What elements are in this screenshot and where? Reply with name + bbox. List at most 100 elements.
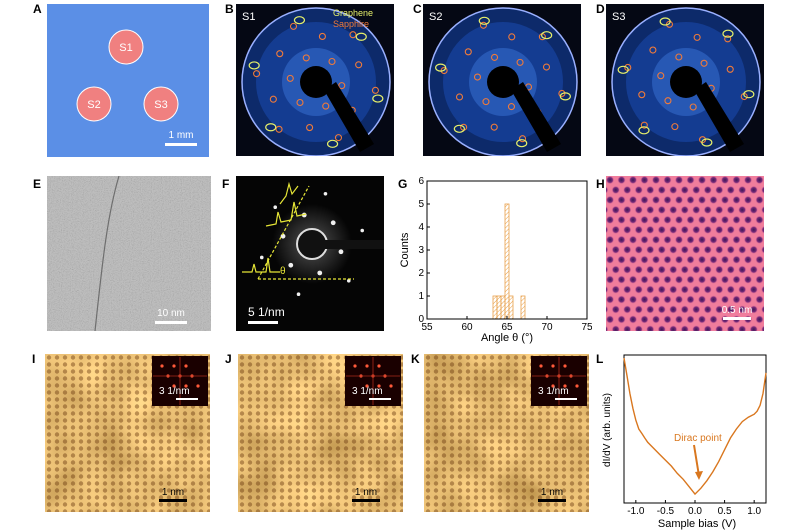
lattice-site [651,295,661,304]
sapphire-spot [671,123,679,131]
sample-s1 [108,29,144,65]
lattice-site [622,245,632,255]
lattice-site [657,245,667,255]
lattice-site [640,235,649,245]
lattice-site [743,215,753,225]
graphene-spot [638,126,650,135]
lattice-site [749,245,759,255]
sapphire-spot [306,124,314,132]
graphene-spot [478,16,490,25]
lattice-site [743,295,753,304]
scale-label-k: 1 nm [541,487,563,498]
lattice-site [697,275,707,284]
lattice-site [645,265,655,274]
graphene-spot [355,32,367,41]
lattice-site [720,295,730,304]
lattice-site [697,195,707,205]
lattice-site [743,235,753,245]
lattice-site [680,225,690,235]
lattice-site [611,265,621,274]
sapphire-spot [355,61,363,69]
panel-label-l: L [596,352,604,366]
sapphire-spot [482,98,490,106]
scale-bar [538,499,566,502]
sapphire-spot [518,135,527,143]
lattice-site [686,255,695,264]
lattice-site [628,255,638,264]
lattice-site [755,176,764,185]
lattice-site [732,215,741,225]
lattice-site [663,176,672,185]
fft-spot [172,384,176,388]
lattice-site [732,275,741,284]
lattice-site [651,235,661,245]
lattice-site [606,225,609,234]
lattice-site [760,285,764,294]
lattice-site [697,255,707,264]
lattice-site [714,225,724,235]
panel-label-b: B [225,2,234,16]
fft-inset [345,356,401,406]
sapphire-spot [479,21,488,29]
lattice-site [628,215,638,225]
lattice-site [674,275,684,284]
lattice-site [668,305,678,314]
lattice-site [760,265,764,274]
panel-label-h: H [596,177,605,191]
lattice-site [622,185,632,195]
lattice-site [657,325,667,331]
x-tick-label: 70 [541,322,553,333]
lattice-site [697,315,707,324]
diffraction-spot [360,228,365,233]
spectrum-xlabel: Sample bias (V) [658,518,736,530]
lattice-site [709,195,718,205]
direction-line [257,185,310,280]
sample-s2-label: S2 [87,99,100,111]
lattice-site [749,205,759,215]
sapphire-spot [490,53,499,61]
sapphire-spot [473,73,482,81]
lattice-site [737,185,747,195]
line-profile-1 [242,257,280,273]
lattice-site [714,185,724,195]
lattice-site [663,315,672,324]
lattice-site [749,305,759,314]
lattice-site [674,295,684,304]
atomic-lattice-image: 0.5 nm [606,176,764,331]
lattice-site [720,275,730,284]
lattice-site [645,245,655,255]
scale-label-h: 0.5 nm [722,305,753,316]
fft-spot [551,384,555,388]
lattice-site [749,185,759,195]
histogram-bar [492,295,498,320]
lattice-site [663,275,672,284]
sapphire-spot [689,103,697,111]
lattice-site [634,205,644,215]
lattice-site [703,245,713,255]
gun-holder [511,82,561,152]
lattice-site [749,325,759,331]
graphene-spot [435,63,447,72]
lattice-site [651,275,661,284]
lattice-site [732,255,741,264]
lattice-site [634,285,644,294]
lattice-site [691,325,701,331]
lattice-site [726,325,736,331]
lattice-site [640,255,649,264]
lattice-site [749,265,759,274]
lattice-site [634,245,644,255]
sapphire-spot [371,86,379,94]
lattice-site [732,295,741,304]
graphene-spot [293,16,306,25]
lattice-site [737,325,747,331]
lattice-site [645,225,655,235]
beam-stop-arm [324,240,384,249]
x-tick-label: -0.5 [657,506,675,517]
panel-label-d: D [596,2,605,16]
lattice-site [737,245,747,255]
lattice-site [668,185,678,195]
x-tick-label: 60 [461,322,473,333]
lattice-site [606,285,609,294]
lattice-site [714,245,724,255]
sapphire-spot [657,72,665,80]
